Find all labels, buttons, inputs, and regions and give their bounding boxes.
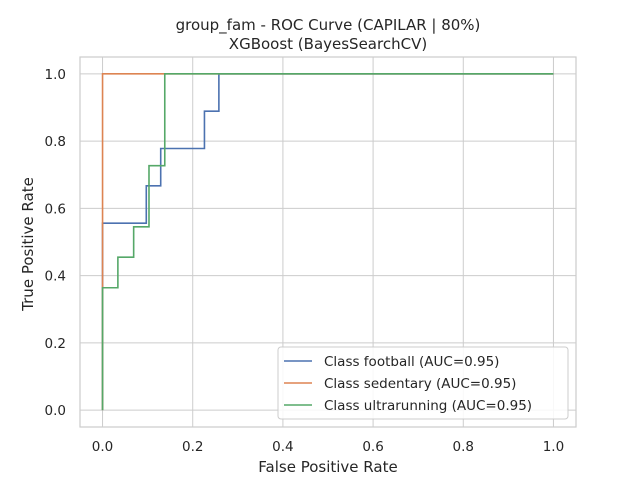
x-axis-ticks: 0.0 0.2 0.4 0.6 0.8 1.0 [92,439,564,455]
chart-title: group_fam - ROC Curve (CAPILAR | 80%) [176,16,481,35]
y-axis-label: True Positive Rate [19,177,37,312]
y-tick-label: 0.0 [45,403,66,419]
y-tick-label: 0.4 [45,269,66,285]
x-tick-label: 1.0 [543,439,564,455]
x-axis-label: False Positive Rate [258,458,397,476]
x-tick-label: 0.6 [362,439,383,455]
y-axis-ticks: 0.0 0.2 0.4 0.6 0.8 1.0 [45,67,66,419]
grid [80,57,576,427]
x-tick-label: 0.4 [272,439,293,455]
series-line-0 [101,73,554,411]
x-tick-label: 0.2 [182,439,203,455]
x-tick-label: 0.0 [92,439,113,455]
series-line-2 [101,73,554,411]
y-tick-label: 1.0 [45,67,66,83]
y-tick-label: 0.2 [45,336,66,352]
legend: Class football (AUC=0.95) Class sedentary… [277,346,569,420]
legend-box [277,346,569,420]
legend-label: Class sedentary (AUC=0.95) [324,376,516,392]
legend-label: Class football (AUC=0.95) [324,354,499,370]
y-tick-label: 0.6 [45,201,66,217]
series-layer [101,73,554,411]
legend-label: Class ultrarunning (AUC=0.95) [324,398,532,414]
x-tick-label: 0.8 [453,439,474,455]
chart-subtitle: XGBoost (BayesSearchCV) [229,35,427,53]
y-tick-label: 0.8 [45,134,66,150]
plot-frame [79,56,577,428]
